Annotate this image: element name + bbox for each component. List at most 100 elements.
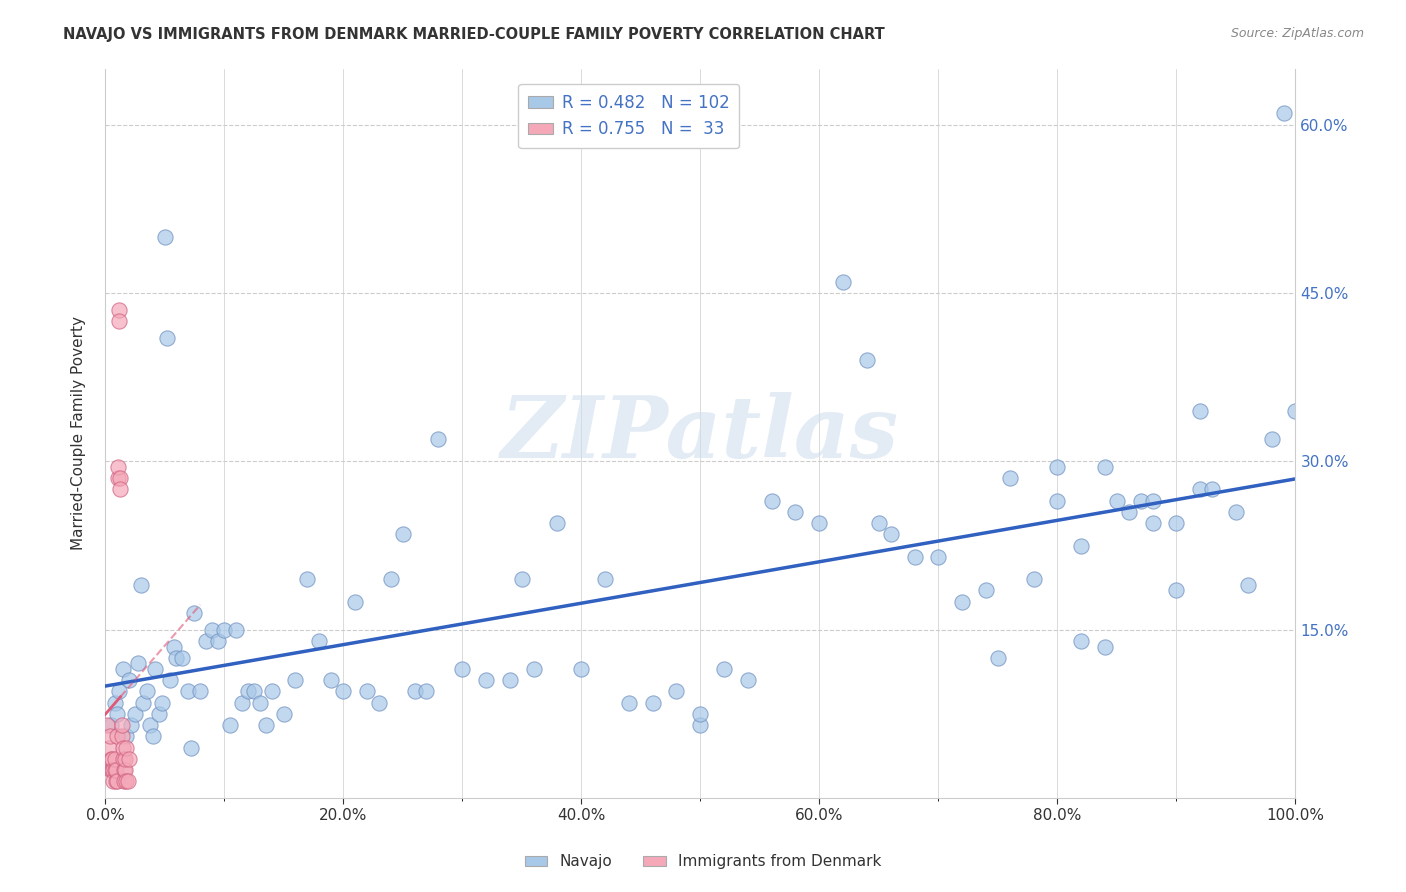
Point xyxy=(737,673,759,688)
Point xyxy=(101,763,124,777)
Point xyxy=(101,752,124,766)
Point xyxy=(231,696,253,710)
Point xyxy=(108,314,131,328)
Point xyxy=(118,752,141,766)
Point xyxy=(1022,572,1045,586)
Point xyxy=(108,684,131,698)
Point xyxy=(1094,640,1116,654)
Point xyxy=(111,740,134,755)
Point xyxy=(107,471,129,485)
Point xyxy=(1201,483,1223,497)
Point xyxy=(332,684,354,698)
Point xyxy=(1046,460,1069,475)
Point xyxy=(115,729,138,743)
Point xyxy=(129,578,152,592)
Point xyxy=(100,763,122,777)
Text: ZIPatlas: ZIPatlas xyxy=(501,392,900,475)
Point xyxy=(236,684,259,698)
Point xyxy=(1225,505,1247,519)
Point xyxy=(201,623,224,637)
Point xyxy=(522,662,544,676)
Point xyxy=(127,657,149,671)
Point xyxy=(120,718,142,732)
Point xyxy=(380,572,402,586)
Point xyxy=(1272,106,1295,120)
Point xyxy=(273,706,295,721)
Point xyxy=(132,696,155,710)
Point xyxy=(510,572,533,586)
Point xyxy=(689,718,711,732)
Point xyxy=(103,763,125,777)
Point xyxy=(110,483,132,497)
Point xyxy=(112,763,135,777)
Point xyxy=(1094,460,1116,475)
Point xyxy=(343,594,366,608)
Point xyxy=(1046,493,1069,508)
Point xyxy=(118,673,141,688)
Point xyxy=(546,516,568,530)
Point xyxy=(163,640,186,654)
Point xyxy=(143,662,166,676)
Point xyxy=(249,696,271,710)
Point xyxy=(98,729,121,743)
Point xyxy=(104,774,127,789)
Point xyxy=(148,706,170,721)
Point xyxy=(475,673,498,688)
Point xyxy=(641,696,664,710)
Point xyxy=(105,729,128,743)
Point xyxy=(225,623,247,637)
Point xyxy=(808,516,831,530)
Point xyxy=(879,527,901,541)
Point xyxy=(1118,505,1140,519)
Point xyxy=(950,594,973,608)
Point xyxy=(1237,578,1260,592)
Point xyxy=(297,572,319,586)
Point xyxy=(103,763,125,777)
Point xyxy=(1189,404,1212,418)
Point xyxy=(427,432,450,446)
Point xyxy=(1070,539,1092,553)
Point xyxy=(107,460,129,475)
Point xyxy=(156,331,179,345)
Point xyxy=(180,740,202,755)
Point xyxy=(115,740,138,755)
Point xyxy=(100,718,122,732)
Point xyxy=(105,774,128,789)
Point xyxy=(100,752,122,766)
Point xyxy=(1189,483,1212,497)
Point xyxy=(856,353,879,368)
Point xyxy=(111,729,134,743)
Point xyxy=(153,230,176,244)
Point xyxy=(139,718,162,732)
Point xyxy=(1142,493,1164,508)
Point xyxy=(207,634,229,648)
Point xyxy=(183,606,205,620)
Point xyxy=(1129,493,1152,508)
Point xyxy=(367,696,389,710)
Point xyxy=(97,740,120,755)
Point xyxy=(260,684,283,698)
Point xyxy=(998,471,1021,485)
Point xyxy=(108,302,131,317)
Point xyxy=(188,684,211,698)
Point xyxy=(284,673,307,688)
Point xyxy=(987,650,1010,665)
Point xyxy=(617,696,640,710)
Point xyxy=(254,718,277,732)
Point xyxy=(103,696,125,710)
Point xyxy=(104,763,127,777)
Point xyxy=(404,684,426,698)
Point xyxy=(159,673,181,688)
Point xyxy=(356,684,378,698)
Point xyxy=(785,505,807,519)
Point xyxy=(243,684,266,698)
Point xyxy=(1284,404,1306,418)
Point xyxy=(112,774,135,789)
Point xyxy=(1105,493,1128,508)
Y-axis label: Married-Couple Family Poverty: Married-Couple Family Poverty xyxy=(72,317,86,550)
Point xyxy=(195,634,218,648)
Point xyxy=(103,752,125,766)
Point xyxy=(761,493,783,508)
Point xyxy=(124,706,146,721)
Point xyxy=(111,662,134,676)
